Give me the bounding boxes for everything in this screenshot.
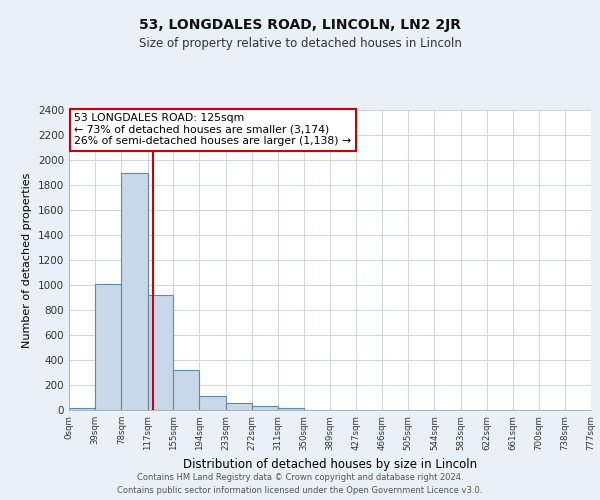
Bar [69, 408, 95, 410]
Text: Contains HM Land Registry data © Crown copyright and database right 2024.: Contains HM Land Registry data © Crown c… [137, 472, 463, 482]
Text: 53 LONGDALES ROAD: 125sqm
← 73% of detached houses are smaller (3,174)
26% of se: 53 LONGDALES ROAD: 125sqm ← 73% of detac… [74, 113, 352, 146]
Bar [173, 370, 199, 410]
Bar [252, 406, 278, 410]
Bar [226, 403, 252, 410]
X-axis label: Distribution of detached houses by size in Lincoln: Distribution of detached houses by size … [183, 458, 477, 471]
Bar [95, 284, 121, 410]
Bar [148, 295, 173, 410]
Text: 53, LONGDALES ROAD, LINCOLN, LN2 2JR: 53, LONGDALES ROAD, LINCOLN, LN2 2JR [139, 18, 461, 32]
Text: Size of property relative to detached houses in Lincoln: Size of property relative to detached ho… [139, 38, 461, 51]
Bar [278, 408, 304, 410]
Text: Contains public sector information licensed under the Open Government Licence v3: Contains public sector information licen… [118, 486, 482, 495]
Y-axis label: Number of detached properties: Number of detached properties [22, 172, 32, 348]
Bar [121, 172, 148, 410]
Bar [199, 396, 226, 410]
